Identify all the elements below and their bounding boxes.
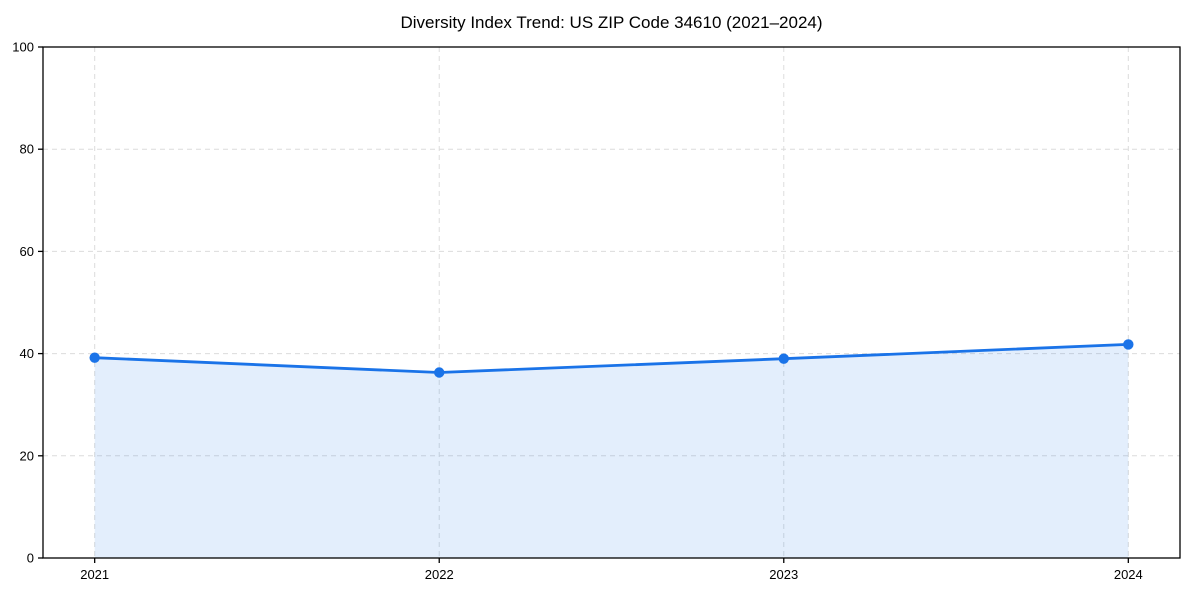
x-tick-label: 2021 <box>80 567 109 582</box>
data-point <box>778 353 789 364</box>
data-point <box>1123 339 1134 350</box>
y-tick-label: 0 <box>27 551 34 566</box>
data-point <box>434 367 445 378</box>
y-tick-label: 20 <box>20 448 34 463</box>
x-tick-label: 2024 <box>1114 567 1143 582</box>
chart-title: Diversity Index Trend: US ZIP Code 34610… <box>400 13 823 32</box>
y-tick-label: 40 <box>20 346 34 361</box>
y-tick-label: 100 <box>12 40 34 55</box>
x-tick-label: 2023 <box>769 567 798 582</box>
x-tick-label: 2022 <box>425 567 454 582</box>
y-tick-label: 80 <box>20 142 34 157</box>
area-fill <box>94 344 1129 558</box>
y-tick-label: 60 <box>20 244 34 259</box>
plot-border <box>42 46 1181 559</box>
trend-line <box>93 343 1130 374</box>
data-point <box>89 352 100 363</box>
